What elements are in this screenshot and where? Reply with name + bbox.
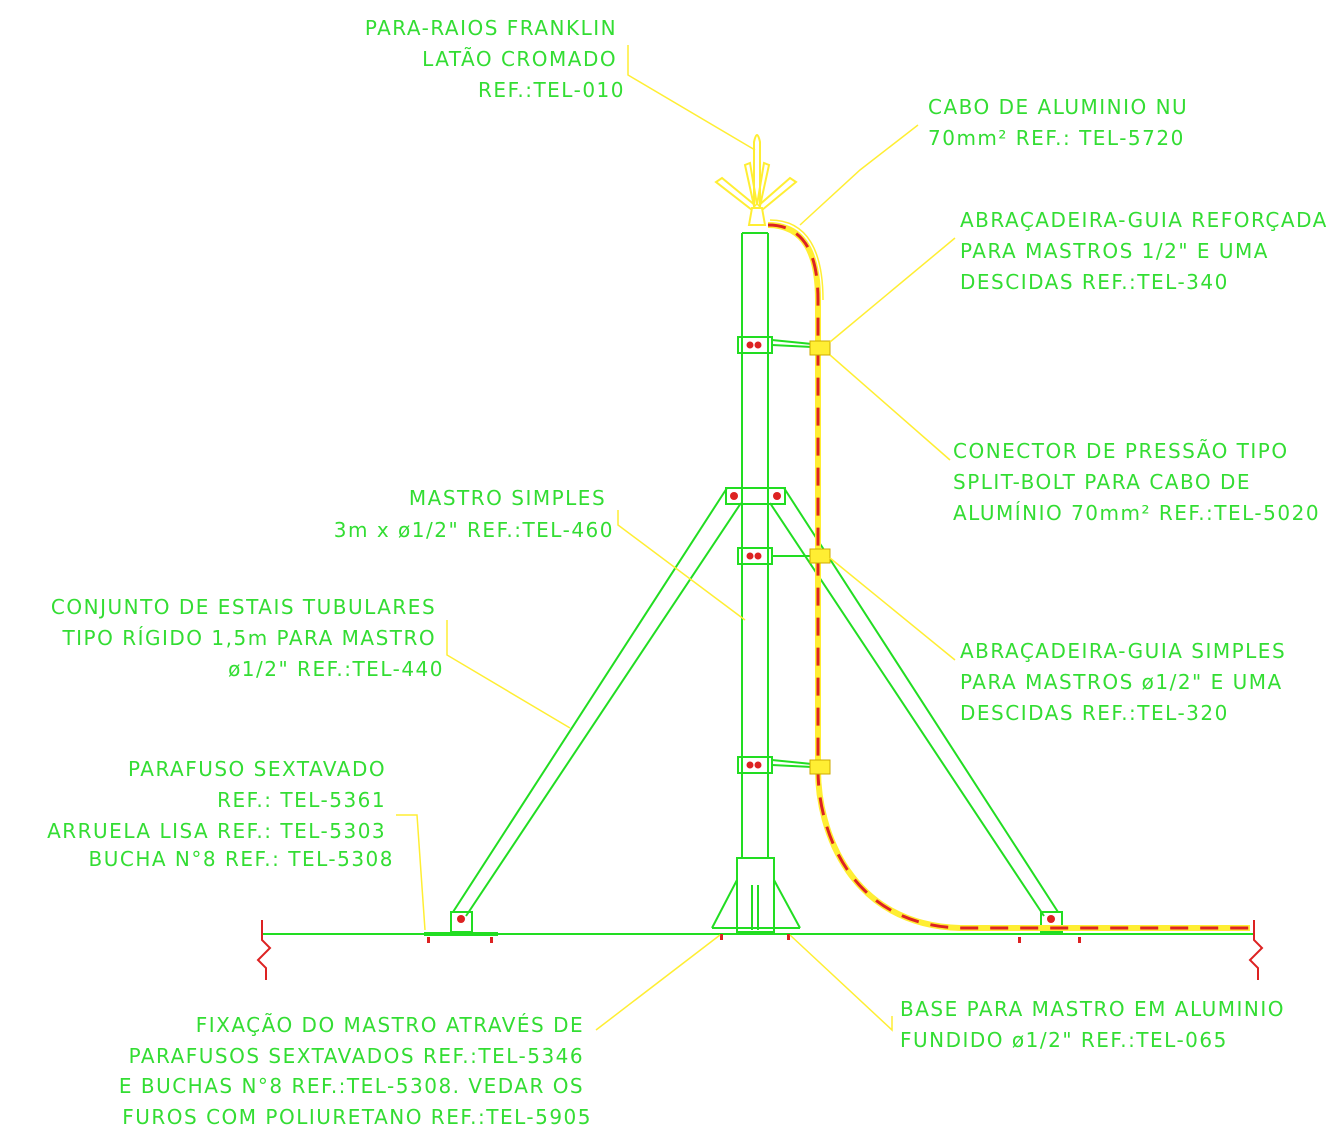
label-base: BASE PARA MASTRO EM ALUMINIO FUNDIDO ø1/… [900, 997, 1293, 1052]
label-abracadeira-reforcada: ABRAÇADEIRA-GUIA REFORÇADA PARA MASTROS … [960, 208, 1335, 294]
leader-abracadeira-simples [829, 557, 956, 661]
label-abracadeira-simples: ABRAÇADEIRA-GUIA SIMPLES PARA MASTROS ø1… [960, 639, 1294, 725]
mast-base [711, 857, 801, 933]
leader-conector [829, 354, 951, 461]
leader-lines [396, 45, 956, 1032]
clamp-middle [737, 547, 812, 565]
clamp-top [737, 336, 813, 354]
leader-abracadeira-reforcada [829, 237, 956, 343]
guy-left [424, 487, 742, 936]
label-franklin: PARA-RAIOS FRANKLIN LATÃO CROMADO REF.:T… [365, 16, 625, 102]
clamp-bottom [737, 756, 813, 774]
leader-base [789, 934, 893, 1032]
label-cabo: CABO DE ALUMINIO NU 70mm² REF.: TEL-5720 [928, 95, 1196, 150]
break-symbol-right [1248, 920, 1264, 980]
guy-collar [725, 487, 786, 505]
label-conector: CONECTOR DE PRESSÃO TIPO SPLIT-BOLT PARA… [953, 439, 1320, 525]
leader-franklin [627, 45, 756, 151]
label-estais: CONJUNTO DE ESTAIS TUBULARES TIPO RÍGIDO… [51, 595, 444, 681]
label-parafuso: PARAFUSO SEXTAVADO REF.: TEL-5361 ARRUEL… [47, 757, 394, 871]
leader-fixacao [595, 934, 721, 1031]
leader-estais [446, 620, 571, 729]
break-symbol-left [256, 920, 272, 980]
leader-parafuso [396, 814, 426, 931]
leader-mastro [617, 510, 746, 621]
franklin-rod-icon [714, 134, 798, 226]
down-conductor-cable [767, 219, 1250, 931]
leader-cabo [799, 124, 919, 226]
label-mastro: MASTRO SIMPLES 3m x ø1/2" REF.:TEL-460 [334, 486, 614, 542]
label-fixacao: FIXAÇÃO DO MASTRO ATRAVÉS DE PARAFUSOS S… [119, 1013, 592, 1129]
bolt-heads [427, 341, 1081, 943]
split-bolt-connectors [809, 340, 831, 775]
